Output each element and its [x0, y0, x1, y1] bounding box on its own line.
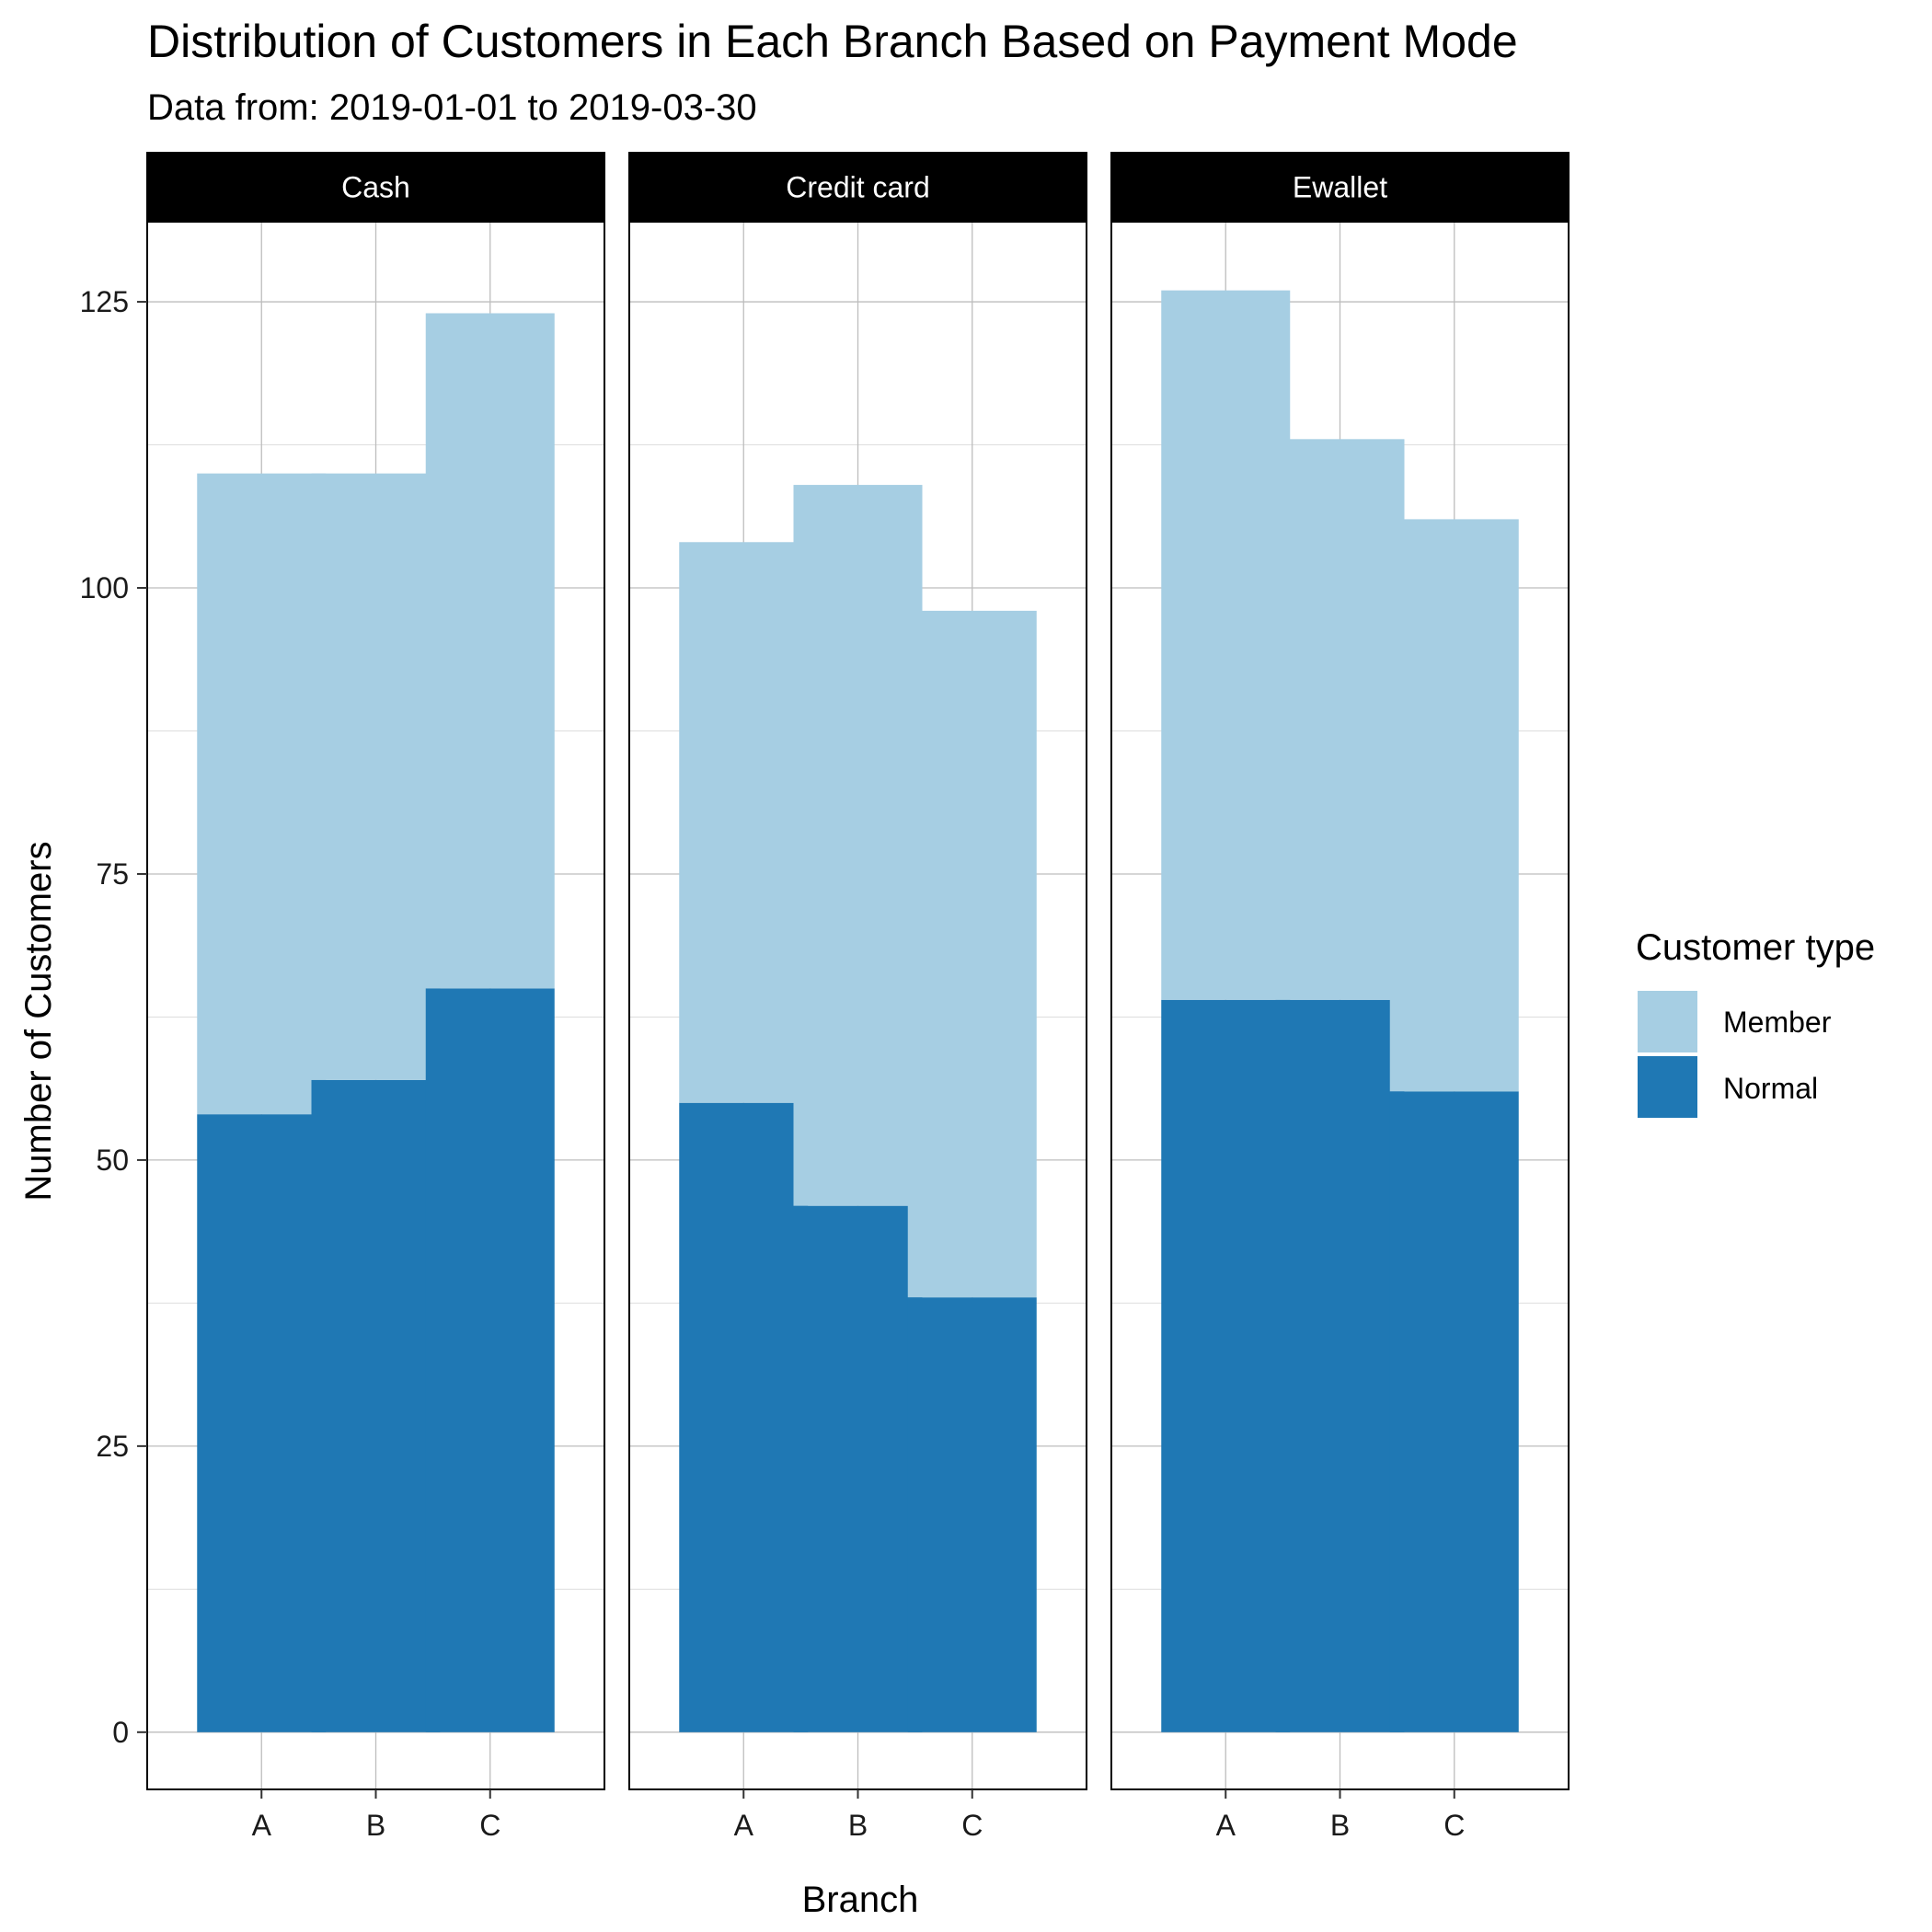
bar-normal-A: [197, 1114, 327, 1732]
bar-normal-B: [1275, 999, 1405, 1732]
x-tick-label: C: [479, 1809, 500, 1842]
legend-key-member: [1638, 991, 1697, 1052]
y-tick-label: 125: [80, 285, 129, 318]
bar-normal-B: [793, 1205, 923, 1732]
facet-strip-label: Credit card: [786, 171, 930, 204]
chart-subtitle: Data from: 2019-01-01 to 2019-03-30: [147, 87, 757, 128]
facet-strip: [146, 152, 605, 223]
bar-member-C: [425, 313, 555, 989]
facet-strip: [628, 152, 1087, 223]
facet-strip-label: Ewallet: [1293, 171, 1387, 204]
y-axis-title: Number of Customers: [18, 841, 59, 1201]
legend-label-member: Member: [1723, 1006, 1832, 1039]
facet-strip: [1110, 152, 1570, 223]
y-tick-label: 75: [96, 857, 129, 891]
bar-normal-B: [311, 1079, 441, 1732]
y-axis: 0 25 50 75 100 125: [80, 285, 147, 1749]
x-tick-label: B: [366, 1809, 385, 1842]
facet-strip-label: Cash: [341, 171, 410, 204]
x-tick-label: B: [848, 1809, 868, 1842]
bar-member-A: [679, 542, 809, 1103]
legend-key-normal: [1638, 1056, 1697, 1118]
x-tick-label: C: [961, 1809, 983, 1842]
facet-panel-0: Cash A B C: [146, 152, 605, 1842]
bar-normal-A: [1161, 999, 1291, 1732]
bar-member-B: [311, 473, 441, 1080]
bar-member-A: [1161, 290, 1291, 1000]
x-tick-label: A: [734, 1809, 754, 1842]
legend-title: Customer type: [1636, 927, 1875, 968]
bar-member-C: [1389, 519, 1519, 1092]
legend: Customer type Member Normal: [1636, 927, 1875, 1118]
x-tick-label: C: [1443, 1809, 1465, 1842]
bar-normal-C: [1389, 1091, 1519, 1732]
bar-normal-A: [679, 1102, 809, 1732]
bar-normal-C: [425, 988, 555, 1732]
bar-member-B: [1275, 439, 1405, 1000]
facet-panel-1: Credit card A B C: [628, 152, 1087, 1842]
y-tick-label: 0: [112, 1716, 129, 1749]
y-tick-label: 25: [96, 1430, 129, 1463]
bar-normal-C: [907, 1297, 1037, 1732]
y-tick-label: 100: [80, 571, 129, 604]
bar-member-B: [793, 485, 923, 1206]
plot-area: Cash A B C Credit card A B C Ewallet A B C 0 25 50 75 10…: [80, 152, 1570, 1842]
chart-title: Distribution of Customers in Each Branch…: [147, 16, 1518, 67]
bar-member-A: [197, 473, 327, 1115]
x-tick-label: B: [1330, 1809, 1350, 1842]
bar-member-C: [907, 610, 1037, 1298]
x-axis-title: Branch: [802, 1880, 919, 1920]
x-tick-label: A: [1216, 1809, 1236, 1842]
facet-panel-2: Ewallet A B C: [1110, 152, 1570, 1842]
y-tick-label: 50: [96, 1144, 129, 1177]
x-tick-label: A: [252, 1809, 272, 1842]
legend-label-normal: Normal: [1723, 1072, 1818, 1105]
